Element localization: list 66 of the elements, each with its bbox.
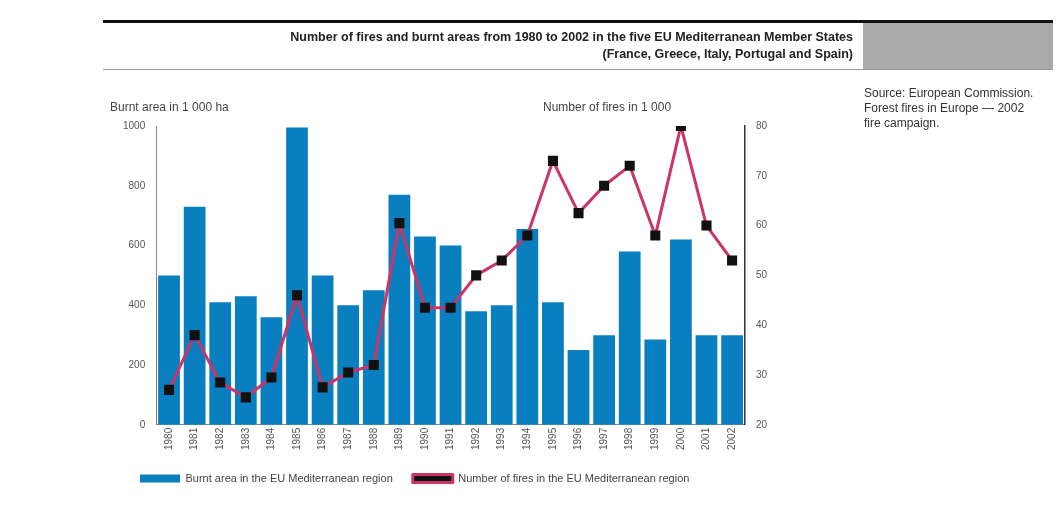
x-tick-label: 2002: [725, 427, 737, 450]
x-tick-label: 1999: [649, 427, 661, 450]
bar: [670, 239, 692, 425]
bar: [721, 335, 743, 425]
x-tick-label: 1983: [239, 427, 251, 450]
legend-label: Burnt area in the EU Mediterranean region: [185, 471, 393, 484]
x-tick-label: 1994: [521, 427, 533, 450]
bar: [209, 302, 232, 425]
x-tick-label: 1996: [572, 427, 584, 450]
bar: [593, 335, 615, 425]
y2-tick-label: 50: [755, 269, 768, 281]
x-tick-label: 1988: [367, 427, 379, 450]
x-tick-label: 1992: [469, 427, 481, 450]
bar: [465, 311, 488, 425]
x-tick-label: 1997: [597, 427, 609, 450]
y-axis-title: Burnt area in 1 000 ha: [110, 100, 229, 114]
x-tick-label: 1991: [444, 427, 456, 450]
source-note: Source: European Commission. Forest fires in Europe — 2002 fire campaign.: [864, 86, 1035, 131]
bar: [286, 127, 308, 425]
chart-title: Number of fires and burnt areas from 1980 to 2002 in the five EU Mediterranean Member States: [289, 29, 853, 46]
x-tick-label: 1987: [341, 427, 353, 450]
bar: [516, 229, 539, 425]
x-tick-label: 2000: [674, 427, 686, 450]
bar: [362, 290, 385, 425]
x-tick-label: 1982: [213, 427, 225, 450]
bar: [439, 245, 462, 425]
x-tick-label: 2001: [700, 427, 712, 450]
bar: [158, 275, 180, 425]
y-tick-label: 800: [128, 179, 146, 191]
bar: [490, 305, 513, 425]
y-tick-label: 600: [128, 239, 146, 251]
x-tick-label: 1980: [162, 427, 174, 450]
x-tick-label: 1990: [418, 427, 430, 450]
y2-tick-label: 60: [755, 219, 768, 231]
bar: [183, 206, 206, 425]
bar: [311, 275, 334, 425]
x-tick-label: 1981: [188, 427, 200, 450]
x-tick-label: 1985: [290, 427, 302, 450]
bar: [644, 339, 667, 425]
y2-tick-label: 30: [755, 368, 768, 380]
x-tick-label: 1993: [495, 427, 507, 450]
bar: [414, 236, 436, 425]
y-tick-label: 0: [139, 418, 146, 430]
y-tick-label: 400: [128, 299, 146, 310]
x-tick-label: 1984: [265, 427, 277, 450]
x-tick-label: 1989: [393, 427, 405, 450]
y2-axis-title: Number of fires in 1 000: [543, 100, 672, 114]
x-tick-label: 1986: [316, 427, 328, 450]
legend-label: Number of fires in the EU Mediterranean region: [458, 471, 690, 484]
y2-tick-label: 20: [755, 418, 768, 430]
bar: [388, 194, 411, 425]
bar: [260, 317, 283, 425]
x-tick-label: 1995: [546, 427, 558, 450]
y2-tick-label: 40: [755, 318, 768, 330]
chart-subtitle: (France, Greece, Italy, Portugal and Spain): [601, 45, 853, 63]
bar: [234, 296, 257, 425]
y2-tick-label: 70: [755, 169, 768, 181]
y2-tick-label: 80: [755, 119, 768, 131]
bar: [542, 302, 564, 425]
x-tick-label: 1998: [623, 427, 635, 450]
bar: [618, 251, 641, 425]
y-tick-label: 1000: [123, 119, 146, 131]
bar: [567, 350, 590, 425]
bar: [695, 335, 718, 425]
y-tick-label: 200: [128, 358, 146, 370]
bar: [337, 305, 360, 425]
